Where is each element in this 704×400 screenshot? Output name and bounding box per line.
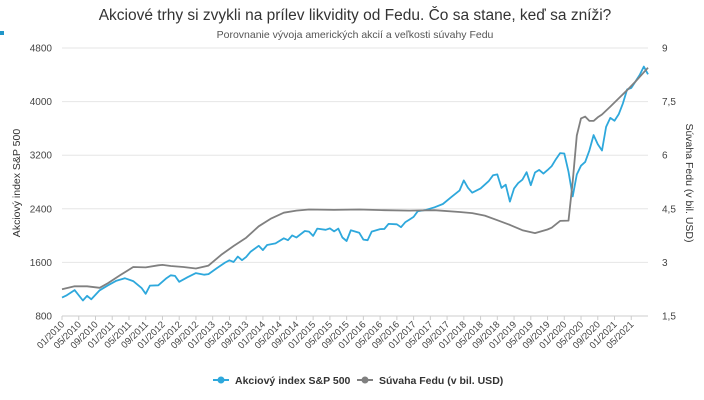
x-axis: 01/201005/201009/201001/201105/201109/20…: [35, 315, 648, 351]
y-left-tick-label: 4800: [30, 44, 53, 55]
legend-item-fed[interactable]: Súvaha Fedu (v bil. USD): [357, 375, 503, 387]
y-axis-right-label: Súvaha Fedu (v bil. USD): [683, 123, 695, 242]
legend-marker-fed: [361, 376, 369, 384]
legend-item-spx[interactable]: Akciový index S&P 500: [213, 375, 351, 387]
y-right-tick-label: 1,5: [662, 312, 676, 323]
legend-marker-spx: [217, 376, 225, 384]
y-axis-left-label: Akciový index S&P 500: [11, 129, 23, 238]
y-right-tick-label: 3: [662, 258, 668, 269]
y-left-tick-label: 800: [35, 312, 52, 323]
y-left-tick-label: 4000: [30, 97, 53, 108]
y-right-tick-label: 6: [662, 151, 668, 162]
accent-mark: [0, 31, 4, 35]
y-right-tick-label: 4,5: [662, 204, 676, 215]
chart-subtitle: Porovnanie vývoja amerických akcií a veľ…: [217, 29, 494, 41]
y-axis-right: 1,5 3 4,5 6 7,5 9: [662, 44, 676, 323]
chart-title: Akciové trhy si zvykli na prílev likvidi…: [99, 7, 612, 24]
y-right-tick-label: 7,5: [662, 97, 676, 108]
gridlines: [62, 47, 648, 317]
y-right-tick-label: 9: [662, 44, 668, 55]
series-line-fed[interactable]: [61, 67, 649, 291]
y-axis-left: 800 1600 2400 3200 4000 4800: [30, 44, 53, 323]
series-group: [61, 65, 649, 302]
legend-label-fed: Súvaha Fedu (v bil. USD): [379, 375, 503, 387]
y-left-tick-label: 1600: [30, 258, 53, 269]
legend: Akciový index S&P 500 Súvaha Fedu (v bil…: [213, 375, 503, 387]
y-left-tick-label: 3200: [30, 151, 53, 162]
legend-label-spx: Akciový index S&P 500: [235, 375, 351, 387]
y-left-tick-label: 2400: [30, 204, 53, 215]
